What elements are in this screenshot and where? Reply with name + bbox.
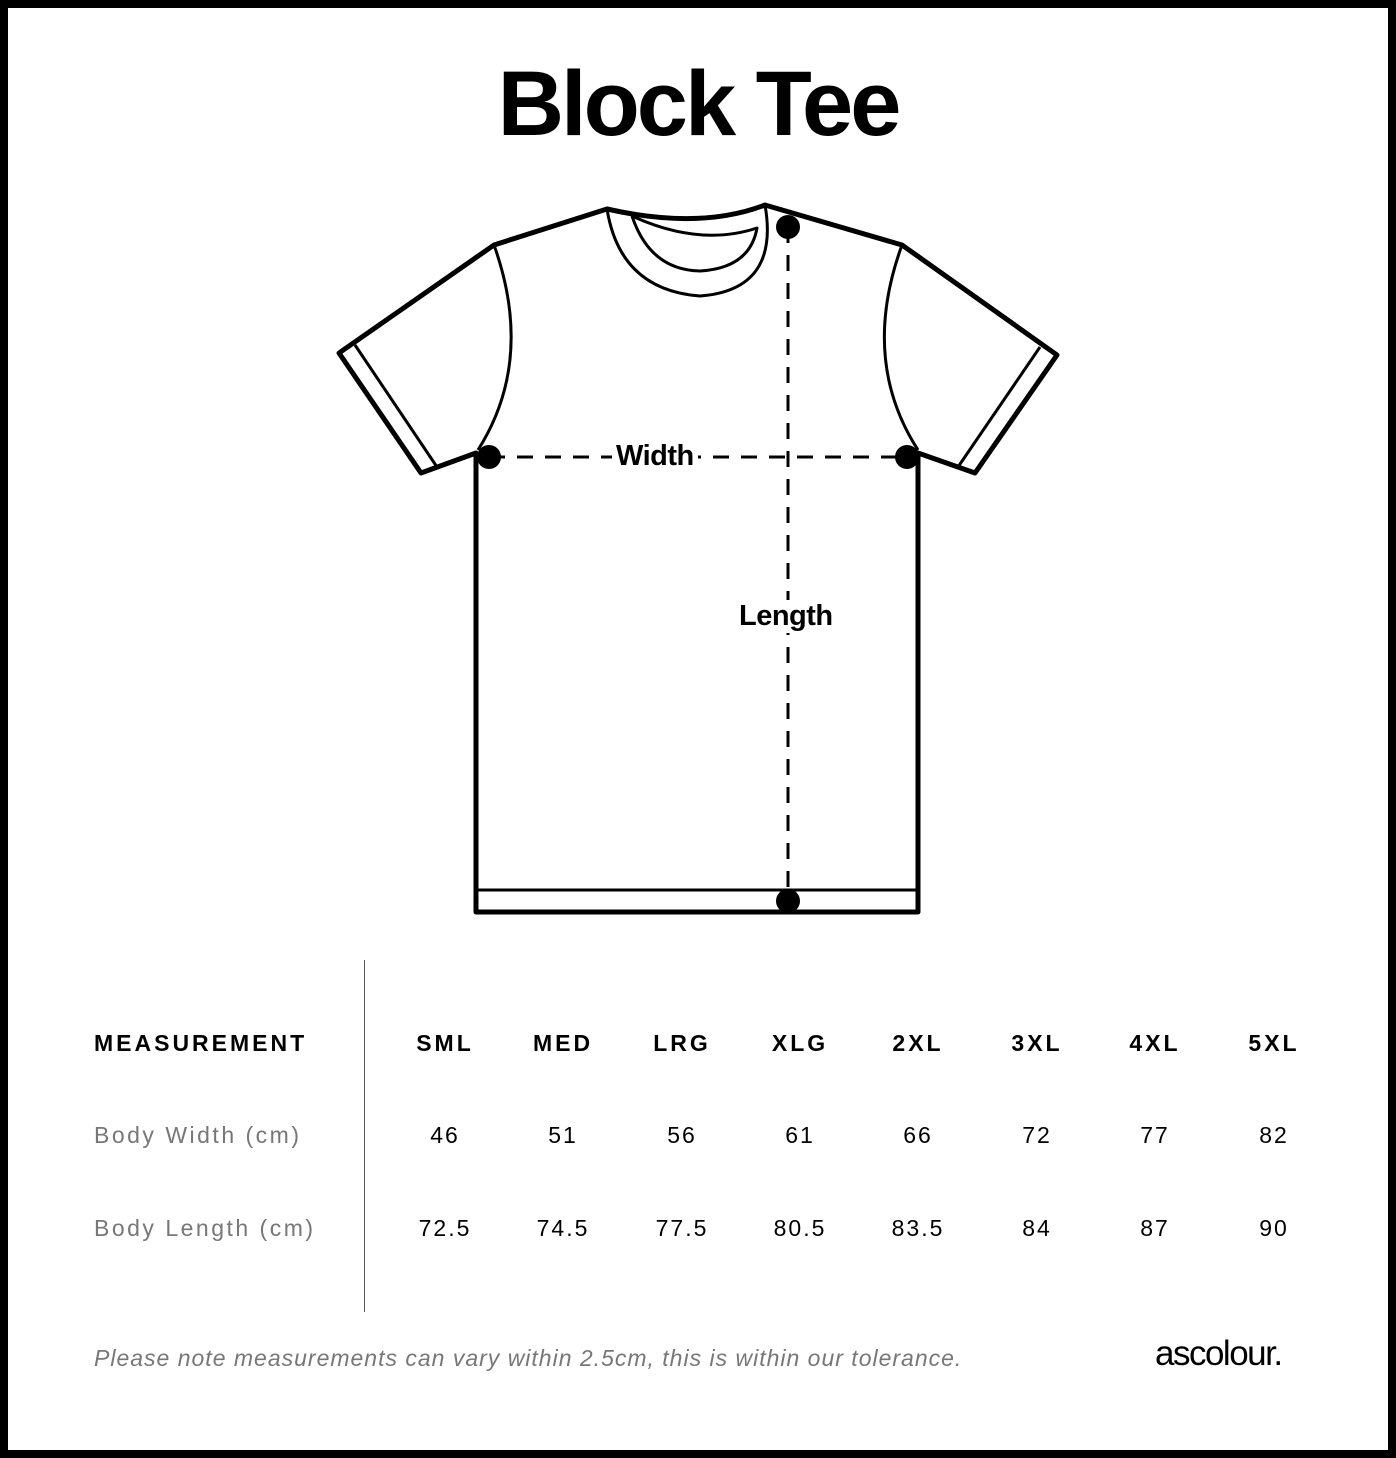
row-label: Body Length (cm)	[94, 1215, 316, 1241]
table-cell: 61	[785, 1122, 815, 1148]
size-header: 2XL	[892, 1030, 944, 1056]
table-cell: 56	[667, 1122, 697, 1148]
table-cell: 51	[548, 1122, 578, 1148]
table-cell: 82	[1259, 1122, 1289, 1148]
length-label: Length	[735, 600, 837, 633]
table-cell: 46	[430, 1122, 460, 1148]
table-cell: 66	[903, 1122, 933, 1148]
size-header: 3XL	[1011, 1030, 1063, 1056]
table-cell: 83.5	[891, 1215, 945, 1241]
tshirt-outline	[336, 202, 1060, 915]
table-cell: 72	[1022, 1122, 1052, 1148]
size-header: SML	[416, 1030, 474, 1056]
tshirt-diagram	[336, 202, 1060, 915]
table-divider	[364, 960, 365, 1312]
table-cell: 74.5	[536, 1215, 590, 1241]
tolerance-note: Please note measurements can vary within…	[94, 1345, 963, 1371]
width-left-dot	[477, 445, 501, 469]
size-header: 5XL	[1248, 1030, 1300, 1056]
width-right-dot	[895, 445, 919, 469]
table-cell: 90	[1259, 1215, 1289, 1241]
row-label: Body Width (cm)	[94, 1122, 302, 1148]
table-cell: 80.5	[773, 1215, 827, 1241]
table-cell: 84	[1022, 1215, 1052, 1241]
table-cell: 77	[1140, 1122, 1170, 1148]
size-header: LRG	[653, 1030, 711, 1056]
measurement-header: MEASUREMENT	[94, 1030, 308, 1056]
length-top-dot	[776, 215, 800, 239]
size-header: MED	[532, 1030, 594, 1056]
table-cell: 77.5	[655, 1215, 709, 1241]
brand-logo: ascolour.	[1155, 1334, 1283, 1373]
length-bottom-dot	[776, 889, 800, 913]
size-header: XLG	[771, 1030, 829, 1056]
size-header: 4XL	[1129, 1030, 1181, 1056]
page-title: Block Tee	[497, 53, 902, 155]
width-label: Width	[612, 440, 698, 473]
table-cell: 87	[1140, 1215, 1170, 1241]
table-cell: 72.5	[418, 1215, 472, 1241]
